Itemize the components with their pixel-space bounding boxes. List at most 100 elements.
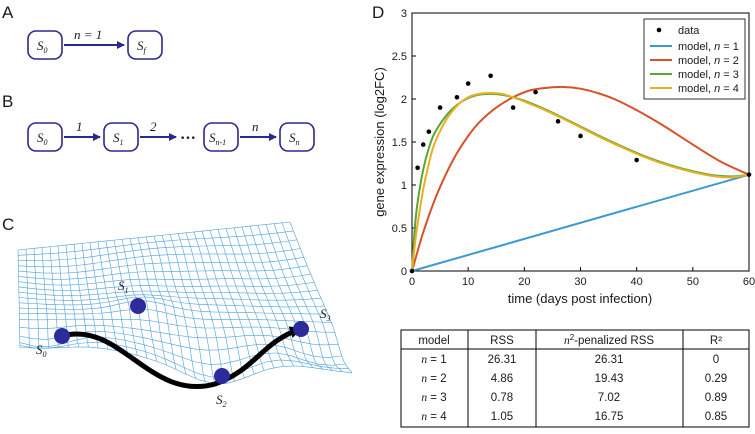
table-cell-r2: 0	[713, 354, 719, 366]
data-point	[746, 172, 752, 177]
x-tick-label: 20	[518, 276, 530, 288]
series-line-n3	[411, 92, 750, 272]
mesh-line	[17, 221, 291, 251]
y-tick-label: 2.5	[392, 51, 407, 63]
landscape-point-s1	[130, 298, 146, 314]
data-point	[437, 105, 443, 110]
mesh-line	[193, 231, 236, 382]
mesh-line	[273, 223, 333, 371]
arrow-label-b2: 2	[150, 119, 157, 134]
x-axis-label: time (days post infection)	[508, 291, 653, 306]
table-cell-model: n = 1	[421, 354, 446, 366]
results-table: model RSS n2-penalized RSS R² n = 1 26.31…	[400, 329, 750, 428]
mesh-line	[17, 249, 21, 348]
mesh-line	[209, 230, 255, 375]
data-point	[634, 157, 639, 163]
mesh-line	[18, 282, 315, 291]
landscape-label-s3: S3	[320, 306, 331, 323]
state-box-b-s1	[103, 122, 139, 152]
x-tick-label: 60	[743, 276, 755, 288]
mesh-line	[19, 318, 335, 333]
panel-letter-d: D	[372, 3, 384, 22]
landscape-label-s0: S0	[36, 342, 47, 359]
y-tick-label: 2	[401, 94, 407, 106]
mesh-line	[33, 248, 40, 349]
legend-marker-data	[656, 27, 662, 33]
mesh-line	[19, 346, 353, 384]
mesh-line	[19, 308, 332, 323]
data-points	[409, 73, 752, 274]
x-tick-label: 50	[687, 276, 699, 288]
y-axis-label: gene expression (log2FC)	[372, 67, 387, 217]
mesh-line	[19, 300, 328, 315]
x-tick-label: 40	[631, 276, 643, 288]
data-point	[578, 133, 583, 139]
state-box-b-s0	[27, 122, 63, 152]
mesh-line	[41, 247, 50, 349]
x-tick-label: 30	[574, 276, 586, 288]
table-row: n = 2 4.86 19.43 0.29	[421, 373, 727, 385]
data-point	[488, 73, 493, 79]
landscape-point-s0	[54, 328, 70, 344]
data-point	[409, 268, 415, 274]
y-tick-label: 0	[401, 266, 407, 278]
panel-letter-a: A	[2, 3, 14, 22]
table-header-rss: RSS	[490, 335, 514, 347]
series-line-n4	[411, 91, 750, 272]
table-row: n = 4 1.05 16.75 0.85	[421, 411, 727, 423]
mesh-line	[18, 294, 322, 301]
legend-label-n4: model, n = 4	[678, 83, 739, 95]
data-point	[454, 94, 460, 100]
legend-label-n2: model, n = 2	[678, 55, 739, 67]
table-cell-rss: 26.31	[488, 354, 517, 366]
panel-c: C S0 S1 S2 S3	[2, 215, 353, 409]
table-cell-rss: 1.05	[491, 411, 513, 423]
ellipsis: •••	[180, 134, 196, 144]
x-tick-label: 10	[462, 276, 474, 288]
y-tick-label: 1.5	[392, 137, 407, 149]
model-curves	[411, 85, 750, 272]
y-tick-label: 1	[401, 180, 407, 192]
table-cell-penalized: 16.75	[595, 411, 624, 423]
mesh-line	[18, 239, 297, 261]
table-cell-rss: 4.86	[491, 373, 513, 385]
table-cell-r2: 0.29	[705, 373, 727, 385]
mesh-line	[19, 296, 325, 308]
state-label-sf: Sf	[137, 38, 148, 55]
mesh-line	[97, 241, 118, 351]
mesh-line	[89, 242, 109, 350]
table-body: n = 1 26.31 26.31 0 n = 2 4.86 19.43 0.29 n = 3 0…	[421, 354, 727, 423]
table-header-r2: R²	[710, 335, 722, 347]
table-cell-model: n = 4	[421, 411, 447, 423]
table-header-penalized: n2-penalized RSS	[564, 333, 654, 347]
y-tick-label: 0.5	[392, 223, 407, 235]
mesh-line	[18, 256, 304, 274]
state-label-b-s0: S0	[37, 130, 48, 147]
panel-a: A S0 n = 1 Sf	[2, 3, 163, 60]
mesh-line	[19, 336, 346, 366]
table-row: n = 3 0.78 7.02 0.89	[421, 392, 727, 404]
data-point	[415, 165, 420, 171]
state-label-b-sn-1: Sn-1	[209, 130, 226, 147]
arrow-label-bn: n	[252, 119, 259, 134]
state-box-s0	[27, 30, 63, 60]
y-tick-label: 3	[401, 8, 407, 20]
table-cell-rss: 0.78	[491, 392, 513, 404]
table-row: n = 1 26.31 26.31 0	[421, 354, 719, 366]
arrow-label-b1: 1	[76, 119, 83, 134]
energy-landscape-mesh	[17, 221, 353, 384]
state-label-b-s1: S1	[113, 130, 124, 147]
mesh-line	[18, 248, 301, 268]
landscape-label-s2: S2	[216, 392, 227, 409]
landscape-point-s3	[293, 321, 309, 337]
state-label-s0: S0	[37, 38, 48, 55]
table-cell-penalized: 19.43	[595, 373, 624, 385]
table-cell-penalized: 7.02	[598, 392, 620, 404]
table-cell-r2: 0.89	[705, 392, 727, 404]
line-chart: 0 10 20 30 40 50 60 0 0.5 1 1.5 2 2.5 3 time (days p…	[372, 8, 755, 306]
mesh-line	[18, 230, 294, 256]
legend-label-n3: model, n = 3	[678, 69, 739, 81]
mesh-line	[18, 265, 308, 280]
state-box-b-sn	[279, 122, 315, 152]
